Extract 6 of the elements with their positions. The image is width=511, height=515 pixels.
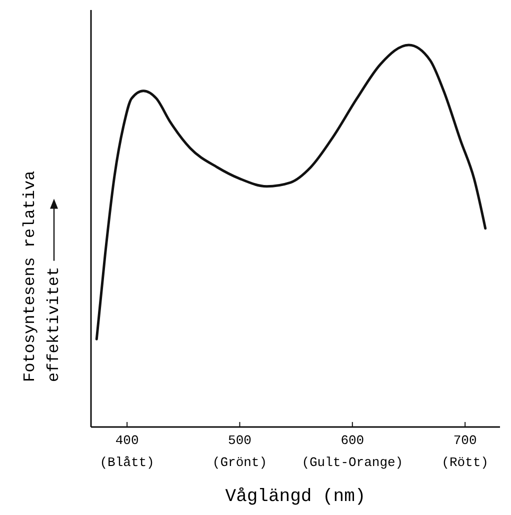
x-tick-label: 500 (Grönt) xyxy=(212,433,268,470)
x-tick-label: 700 (Rött) xyxy=(442,433,488,470)
x-axis-title: Våglängd (nm) xyxy=(225,487,366,507)
x-tick-label: 600 (Gult-Orange) xyxy=(302,433,404,470)
x-tick-label: 400 (Blått) xyxy=(100,433,154,470)
y-axis-title: Fotosyntesens relativa effektivitet xyxy=(21,170,63,382)
